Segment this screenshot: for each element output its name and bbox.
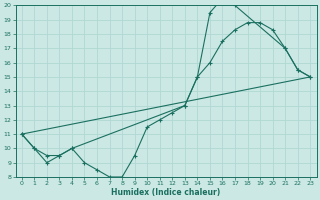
- X-axis label: Humidex (Indice chaleur): Humidex (Indice chaleur): [111, 188, 221, 197]
